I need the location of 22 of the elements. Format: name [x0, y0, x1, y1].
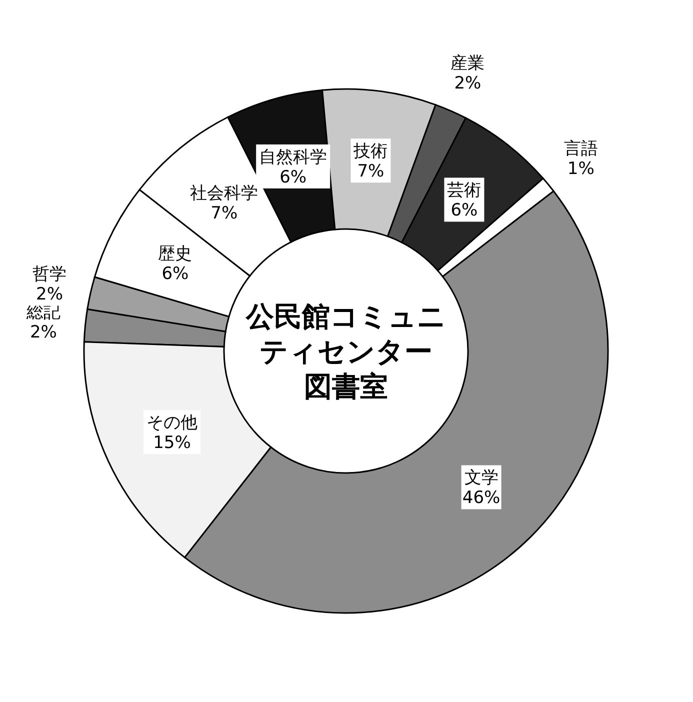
slice-label: 自然科学: [259, 147, 328, 168]
slice-label: 産業: [450, 53, 485, 74]
data-label: 7%: [357, 162, 384, 182]
data-label: 6%: [162, 264, 189, 284]
data-label: 2%: [454, 73, 482, 94]
slice-label: 芸術: [447, 180, 482, 201]
data-label: 6%: [450, 200, 478, 221]
slice-label: 技術: [352, 142, 388, 162]
data-label: 7%: [210, 204, 238, 224]
data-label: 1%: [567, 159, 594, 180]
data-label: 6%: [280, 167, 307, 188]
slice-label: 哲学: [32, 264, 67, 285]
slice-label: 歴史: [158, 244, 192, 264]
slice-label: 社会科学: [190, 184, 258, 204]
data-label: 2%: [36, 284, 64, 305]
data-label: 15%: [153, 433, 191, 454]
slice-label: 言語: [564, 139, 598, 160]
data-label: 46%: [462, 488, 500, 508]
text: 公民館コミュニティセンター図書室: [246, 298, 446, 404]
data-label: 2%: [30, 322, 57, 342]
slice-label: その他: [146, 413, 198, 434]
slice-label: 文学: [464, 468, 498, 488]
